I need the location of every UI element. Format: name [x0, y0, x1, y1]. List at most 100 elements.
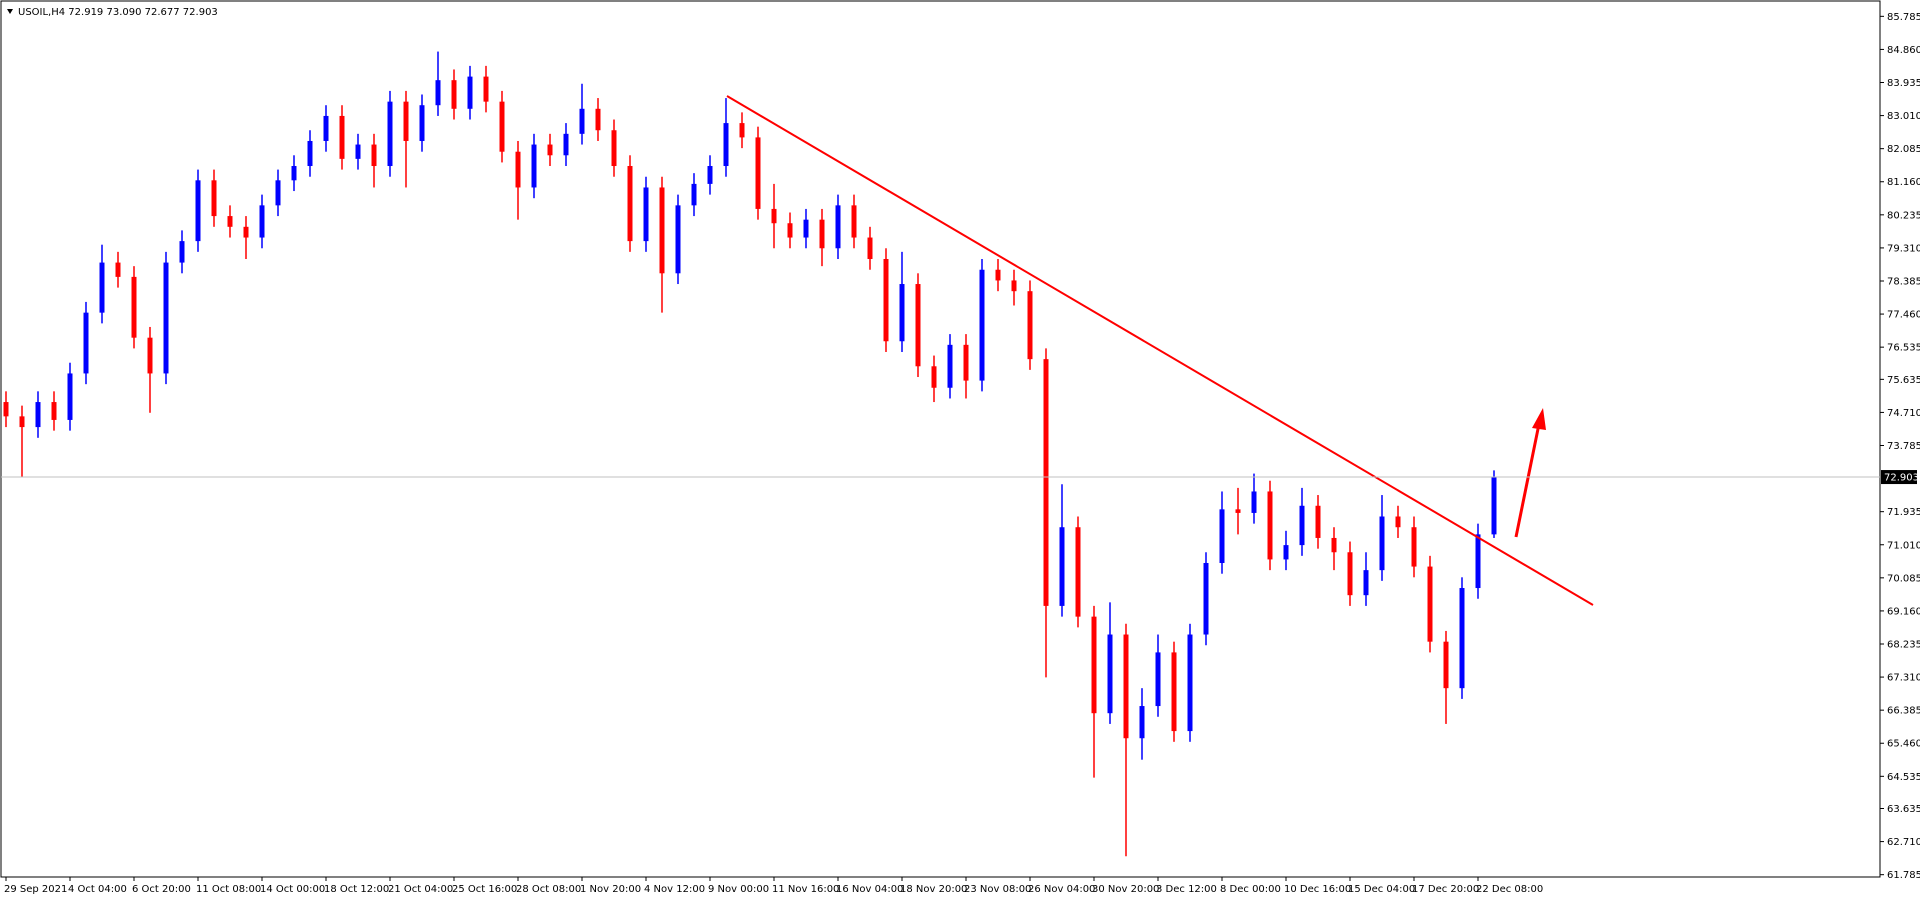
- y-tick-label: 69.160: [1887, 606, 1920, 617]
- y-tick-label: 82.085: [1887, 144, 1920, 155]
- candle-body: [3, 402, 9, 417]
- candle-body: [355, 144, 361, 159]
- candle-body: [739, 123, 745, 138]
- y-tick-label: 68.235: [1887, 639, 1920, 650]
- candle-body: [387, 101, 393, 167]
- candle-body: [403, 101, 409, 141]
- candle-body: [19, 416, 25, 428]
- candle-body: [1475, 534, 1481, 589]
- y-tick-label: 75.635: [1887, 375, 1920, 386]
- y-tick-label: 71.010: [1887, 540, 1920, 551]
- candle-body: [179, 241, 185, 263]
- candle-body: [1315, 505, 1321, 538]
- y-tick-label: 74.710: [1887, 408, 1920, 419]
- candle-body: [307, 140, 313, 167]
- candle-body: [131, 276, 137, 338]
- chart-title: USOIL,H4 72.919 73.090 72.677 72.903: [18, 7, 218, 18]
- candle-body: [35, 402, 41, 428]
- candle-body: [1347, 552, 1353, 596]
- y-tick-label: 77.460: [1887, 310, 1920, 321]
- candle-body: [1283, 545, 1289, 560]
- candle-body: [243, 226, 249, 238]
- candle-body: [851, 205, 857, 238]
- x-tick-label: 15 Dec 04:00: [1348, 884, 1415, 895]
- x-tick-label: 17 Dec 20:00: [1412, 884, 1479, 895]
- candle-body: [259, 205, 265, 238]
- candle-body: [867, 237, 873, 259]
- candle-body: [547, 144, 553, 156]
- candle-body: [339, 115, 345, 159]
- x-tick-label: 21 Oct 04:00: [388, 884, 453, 895]
- candle-body: [99, 262, 105, 313]
- x-tick-label: 18 Oct 12:00: [324, 884, 389, 895]
- candle-body: [643, 187, 649, 242]
- y-tick-label: 81.160: [1887, 177, 1920, 188]
- x-tick-label: 30 Nov 20:00: [1092, 884, 1159, 895]
- y-tick-label: 84.860: [1887, 45, 1920, 56]
- trend-line: [726, 95, 1594, 606]
- candle-body: [163, 262, 169, 374]
- candle-body: [115, 262, 121, 277]
- candle-body: [899, 284, 905, 342]
- y-tick-label: 83.935: [1887, 78, 1920, 89]
- candle-body: [451, 80, 457, 109]
- candle-body: [1427, 566, 1433, 642]
- x-tick-label: 28 Oct 08:00: [516, 884, 581, 895]
- candle-body: [579, 108, 585, 134]
- x-tick-label: 6 Oct 20:00: [132, 884, 191, 895]
- candle-body: [67, 373, 73, 420]
- candle-body: [1059, 527, 1065, 606]
- candle-body: [1091, 616, 1097, 714]
- y-tick-label: 64.535: [1887, 772, 1920, 783]
- candle-body: [419, 105, 425, 141]
- arrow-shaft: [1514, 423, 1541, 538]
- x-tick-label: 29 Sep 2021: [4, 884, 67, 895]
- candle-body: [323, 115, 329, 141]
- candle-body: [771, 208, 777, 224]
- candle-body: [1043, 359, 1049, 606]
- x-tick-label: 23 Nov 08:00: [964, 884, 1031, 895]
- candle-body: [1267, 491, 1273, 560]
- y-tick-label: 79.310: [1887, 243, 1920, 254]
- candle-body: [83, 312, 89, 374]
- candle-body: [371, 144, 377, 167]
- x-tick-label: 22 Dec 08:00: [1476, 884, 1543, 895]
- y-tick-label: 65.460: [1887, 739, 1920, 750]
- y-tick-label: 66.385: [1887, 706, 1920, 717]
- y-tick-label: 76.535: [1887, 343, 1920, 354]
- candle-body: [467, 76, 473, 109]
- x-tick-label: 11 Oct 08:00: [196, 884, 261, 895]
- x-tick-label: 1 Nov 20:00: [580, 884, 641, 895]
- y-tick-label: 61.785: [1887, 870, 1920, 881]
- candle-body: [611, 130, 617, 167]
- candle-body: [1027, 291, 1033, 360]
- candle-body: [1203, 562, 1209, 635]
- candle-body: [211, 180, 217, 217]
- candle-body: [1155, 652, 1161, 707]
- candle-body: [51, 402, 57, 420]
- candle-body: [995, 269, 1001, 281]
- x-tick-label: 18 Nov 20:00: [900, 884, 967, 895]
- candle-body: [659, 187, 665, 274]
- x-tick-label: 25 Oct 16:00: [452, 884, 517, 895]
- x-tick-label: 4 Oct 04:00: [68, 884, 127, 895]
- plot-frame: [0, 0, 1881, 878]
- last-price-label: 72.903: [1884, 473, 1919, 484]
- candle-body: [1123, 634, 1129, 739]
- candle-body: [1363, 570, 1369, 596]
- candle-body: [595, 108, 601, 131]
- candle-body: [1395, 516, 1401, 528]
- y-tick-label: 62.710: [1887, 837, 1920, 848]
- y-tick-label: 78.385: [1887, 276, 1920, 287]
- candle-body: [723, 123, 729, 167]
- candle-body: [787, 223, 793, 238]
- candle-body: [1235, 509, 1241, 513]
- candle-body: [1075, 527, 1081, 617]
- y-tick-label: 73.785: [1887, 441, 1920, 452]
- y-tick-label: 63.635: [1887, 804, 1920, 815]
- candle-body: [627, 166, 633, 242]
- x-tick-label: 9 Nov 00:00: [708, 884, 769, 895]
- candle-body: [979, 269, 985, 381]
- candle-body: [435, 80, 441, 106]
